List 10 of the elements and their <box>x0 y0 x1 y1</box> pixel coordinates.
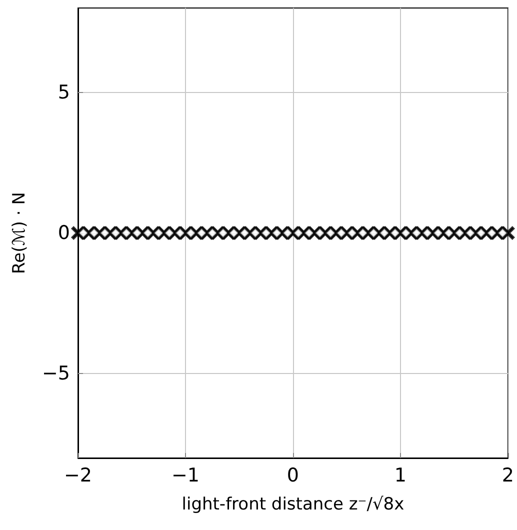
x-tick-label: 0 <box>286 464 300 486</box>
x-tick-label: 1 <box>394 464 407 486</box>
y-tick-label: 5 <box>58 81 70 104</box>
x-tick-label: −2 <box>64 464 92 486</box>
y-tick-label: −5 <box>42 362 70 385</box>
x-tick-label: 2 <box>502 464 514 486</box>
y-axis-title: Re(ℳ) · N <box>10 192 30 274</box>
x-axis-title: light-front distance z⁻/√8x <box>182 494 404 514</box>
y-tick-label: 0 <box>58 222 70 244</box>
x-tick-label: −1 <box>171 464 200 486</box>
